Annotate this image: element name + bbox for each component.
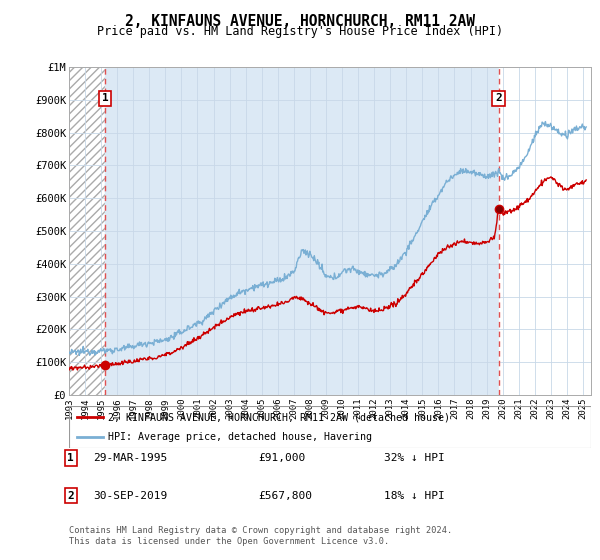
Text: 2: 2 [67, 491, 74, 501]
Text: Contains HM Land Registry data © Crown copyright and database right 2024.
This d: Contains HM Land Registry data © Crown c… [69, 526, 452, 546]
Text: 2, KINFAUNS AVENUE, HORNCHURCH, RM11 2AW (detached house): 2, KINFAUNS AVENUE, HORNCHURCH, RM11 2AW… [108, 412, 450, 422]
Bar [499, 67, 591, 395]
Text: 2: 2 [495, 94, 502, 104]
Text: 1: 1 [101, 94, 109, 104]
Text: 2, KINFAUNS AVENUE, HORNCHURCH, RM11 2AW: 2, KINFAUNS AVENUE, HORNCHURCH, RM11 2AW [125, 14, 475, 29]
Text: Price paid vs. HM Land Registry's House Price Index (HPI): Price paid vs. HM Land Registry's House … [97, 25, 503, 38]
Bar [105, 67, 499, 395]
Bar [69, 67, 105, 395]
Text: 18% ↓ HPI: 18% ↓ HPI [384, 491, 445, 501]
Text: 29-MAR-1995: 29-MAR-1995 [93, 453, 167, 463]
Text: 1: 1 [67, 453, 74, 463]
Text: 30-SEP-2019: 30-SEP-2019 [93, 491, 167, 501]
Text: 32% ↓ HPI: 32% ↓ HPI [384, 453, 445, 463]
Bar [69, 67, 105, 395]
Text: £91,000: £91,000 [258, 453, 305, 463]
Text: £567,800: £567,800 [258, 491, 312, 501]
Text: HPI: Average price, detached house, Havering: HPI: Average price, detached house, Have… [108, 432, 372, 442]
